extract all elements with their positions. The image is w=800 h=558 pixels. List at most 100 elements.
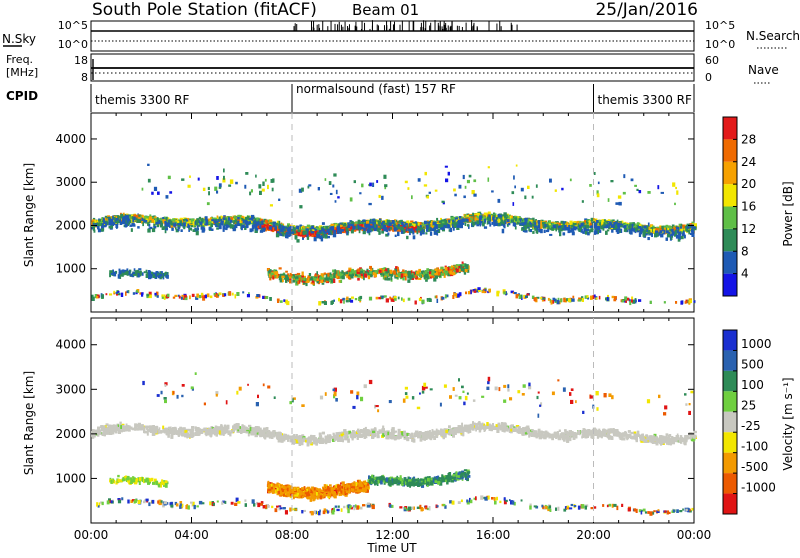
- power-echo-edge: [317, 234, 320, 238]
- power-echo-edge: [502, 229, 505, 234]
- power-echo-edge: [447, 224, 450, 228]
- power-echo-edge: [147, 222, 149, 226]
- power-echo-edge: [377, 228, 379, 232]
- power-echo-edge: [352, 226, 355, 230]
- power-echo-edge: [600, 225, 603, 229]
- nsky-trace: [91, 20, 694, 41]
- beam-label: Beam 01: [352, 1, 419, 19]
- power-echo-edge: [629, 224, 632, 228]
- nsky-tick-bottom-left: 10^0: [58, 38, 88, 51]
- power-echo-edge: [413, 235, 416, 239]
- power-echo-edge: [230, 220, 232, 223]
- power-echo-edge: [426, 229, 428, 232]
- power-echo-edge: [491, 222, 493, 225]
- power-echo-edge: [453, 222, 456, 226]
- power-echo-edge: [624, 228, 627, 232]
- power-echo-edge: [374, 224, 376, 228]
- power-echo-edge: [221, 223, 223, 226]
- power-echo: [570, 221, 573, 225]
- power-echo-edge: [243, 220, 245, 224]
- power-echo-edge: [127, 220, 129, 223]
- power-echo-edge: [234, 225, 237, 228]
- power-echo-edge: [679, 231, 682, 235]
- power-echo-edge: [482, 221, 484, 225]
- power-echo-edge: [350, 224, 353, 226]
- power-echo-edge: [216, 228, 219, 230]
- power-echo-edge: [276, 233, 279, 237]
- power-echo-edge: [465, 223, 467, 226]
- cpid-segment-label: themis 3300 RF: [598, 93, 692, 107]
- power-echo-edge: [344, 223, 346, 226]
- power-echo-edge: [566, 227, 569, 230]
- power-echo-edge: [677, 230, 679, 233]
- power-echo-edge: [223, 217, 225, 220]
- power-echo-edge: [406, 236, 408, 239]
- power-echo-edge: [442, 227, 445, 230]
- power-echo-edge: [504, 214, 506, 218]
- power-echo-edge: [254, 221, 256, 223]
- power-echo-edge: [157, 224, 160, 227]
- power-echo-edge: [371, 221, 373, 223]
- power-echo-edge: [218, 223, 220, 227]
- power-echo-edge: [322, 222, 325, 225]
- power-echo-edge: [170, 221, 172, 225]
- power-echo: [279, 221, 281, 224]
- power-echo-edge: [171, 228, 174, 231]
- power-echo: [587, 222, 589, 224]
- power-echo: [601, 221, 604, 224]
- power-echo-edge: [586, 229, 589, 232]
- power-echo-edge: [237, 221, 239, 224]
- power-echo-edge: [420, 231, 422, 235]
- power-echo-edge: [132, 223, 134, 227]
- power-echo-edge: [381, 231, 384, 234]
- power-echo-edge: [296, 226, 299, 230]
- power-echo-edge: [369, 220, 371, 223]
- power-echo-edge: [98, 229, 101, 233]
- power-echo-edge: [540, 229, 543, 233]
- power-echo-edge: [258, 222, 260, 225]
- power-echo-edge: [559, 232, 561, 236]
- power-echo-edge: [525, 226, 528, 229]
- power-echo-edge: [359, 229, 361, 233]
- power-echo-edge: [97, 227, 99, 229]
- power-echo-edge: [247, 216, 249, 219]
- power-echo-edge: [684, 235, 686, 239]
- power-echo-edge: [681, 224, 683, 227]
- power-echo-edge: [599, 222, 601, 225]
- cpid-segment-label: themis 3300 RF: [95, 93, 189, 107]
- power-echo-edge: [337, 227, 340, 231]
- power-echo-edge: [253, 224, 256, 228]
- power-echo-edge: [595, 231, 598, 235]
- cpid-label: CPID: [6, 89, 38, 103]
- power-echo-edge: [272, 224, 275, 227]
- power-echo-edge: [311, 226, 314, 230]
- power-echo-edge: [93, 227, 95, 231]
- power-echo-edge: [635, 228, 637, 232]
- power-echo-edge: [676, 227, 679, 230]
- power-echo-edge: [390, 227, 392, 230]
- power-echo: [266, 220, 268, 224]
- power-echo-edge: [339, 231, 342, 234]
- power-echo-edge: [661, 226, 664, 230]
- power-echo-edge: [319, 230, 322, 233]
- power-echo-edge: [675, 230, 677, 233]
- power-echo-edge: [119, 219, 121, 222]
- power-echo-edge: [438, 224, 441, 228]
- power-echo-edge: [564, 225, 567, 228]
- power-echo: [498, 218, 500, 222]
- power-echo-edge: [657, 233, 659, 237]
- power-echo-edge: [143, 220, 146, 223]
- power-echo: [670, 227, 672, 230]
- power-echo: [666, 225, 669, 227]
- power-echo-edge: [333, 230, 336, 234]
- power-echo-edge: [279, 225, 281, 229]
- power-echo-edge: [427, 225, 429, 229]
- power-echo-edge: [417, 230, 419, 234]
- power-echo-edge: [611, 225, 614, 228]
- power-echo-edge: [693, 226, 695, 229]
- power-echo-edge: [395, 235, 397, 237]
- power-echo-edge: [325, 234, 328, 238]
- power-echo-edge: [178, 227, 180, 231]
- power-echo-edge: [122, 217, 124, 220]
